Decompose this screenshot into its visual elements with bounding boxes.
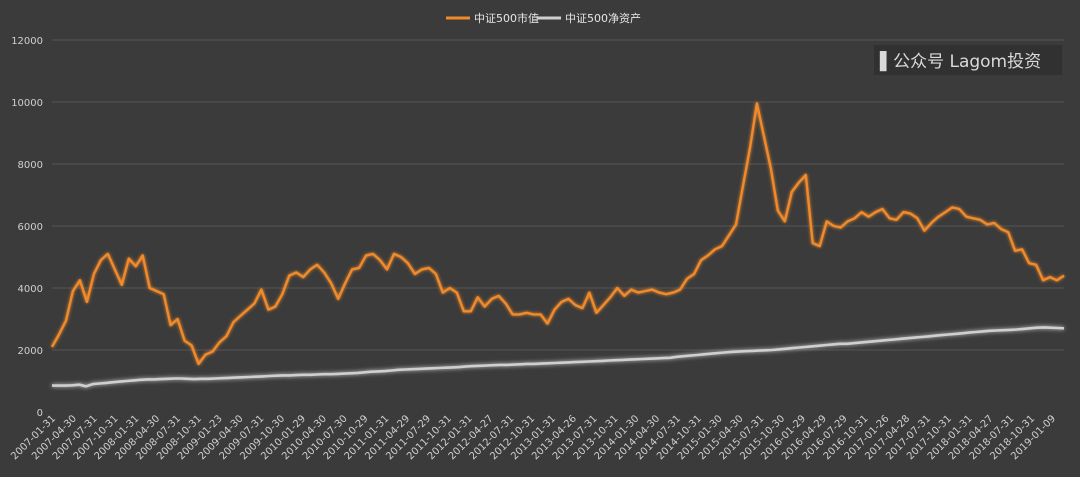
legend-label-market-value: 中证500市值 — [474, 11, 539, 25]
series-lines — [50, 102, 1065, 388]
y-axis-ticks: 0 2000 4000 6000 8000 10000 12000 — [11, 36, 43, 419]
y-tick-label: 2000 — [18, 346, 43, 357]
y-tick-label: 4000 — [18, 284, 43, 295]
watermark: ▌公众号 Lagom投资 — [874, 45, 1062, 75]
y-tick-label: 0 — [37, 408, 43, 419]
gridlines — [52, 39, 1064, 351]
series-line-net-assets — [52, 326, 1065, 388]
legend: 中证500市值 中证500净资产 — [446, 11, 641, 25]
watermark-text: ▌公众号 Lagom投资 — [879, 51, 1041, 72]
y-tick-label: 12000 — [11, 36, 43, 47]
y-tick-label: 8000 — [18, 160, 43, 171]
legend-label-net-assets: 中证500净资产 — [565, 11, 641, 25]
x-axis-ticks: 2007-01-312007-04-302007-07-312007-10-31… — [9, 413, 1058, 462]
y-tick-label: 10000 — [11, 98, 43, 109]
series-line-market-value — [50, 102, 1065, 366]
y-tick-label: 6000 — [18, 222, 43, 233]
